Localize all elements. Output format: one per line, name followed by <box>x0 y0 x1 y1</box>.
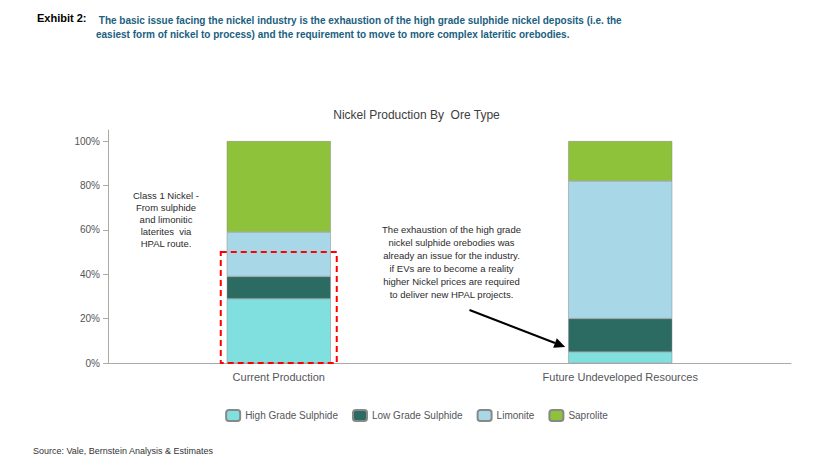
svg-text:Saprolite: Saprolite <box>568 410 608 421</box>
svg-text:20%: 20% <box>80 313 100 324</box>
svg-text:60%: 60% <box>80 224 100 235</box>
svg-text:easiest form of nickel to proc: easiest form of nickel to process) and t… <box>96 29 570 40</box>
svg-text:From sulphide: From sulphide <box>136 202 196 213</box>
svg-text:nickel sulphide orebodies was: nickel sulphide orebodies was <box>388 237 514 248</box>
svg-text:0%: 0% <box>86 358 101 369</box>
svg-text:The exhaustion of the high gra: The exhaustion of the high grade <box>382 224 521 235</box>
svg-text:Class 1 Nickel -: Class 1 Nickel - <box>133 190 199 201</box>
svg-text:100%: 100% <box>74 136 100 147</box>
svg-text:and limonitic: and limonitic <box>140 214 193 225</box>
svg-text:80%: 80% <box>80 180 100 191</box>
svg-text:40%: 40% <box>80 269 100 280</box>
svg-text:Nickel Production By Ore Type: Nickel Production By Ore Type <box>333 108 500 122</box>
svg-text:already an issue for the indus: already an issue for the industry. <box>383 250 520 261</box>
svg-text:High Grade Sulphide: High Grade Sulphide <box>245 410 338 421</box>
svg-text:Limonite: Limonite <box>497 410 535 421</box>
svg-text:The basic issue facing the nic: The basic issue facing the nickel indust… <box>96 15 622 26</box>
svg-text:HPAL route.: HPAL route. <box>141 238 192 249</box>
svg-text:if EVs are to become a reality: if EVs are to become a reality <box>389 263 513 274</box>
svg-text:Exhibit 2:: Exhibit 2: <box>37 12 87 24</box>
svg-text:Source: Vale, Bernstein Analys: Source: Vale, Bernstein Analysis & Estim… <box>33 446 213 456</box>
svg-text:to deliver new HPAL projects.: to deliver new HPAL projects. <box>390 289 514 300</box>
svg-text:laterites via: laterites via <box>141 226 192 237</box>
svg-text:Current Production: Current Production <box>233 371 325 383</box>
svg-text:Future Undeveloped Resources: Future Undeveloped Resources <box>543 371 699 383</box>
svg-text:Low Grade Sulphide: Low Grade Sulphide <box>372 410 463 421</box>
svg-text:higher Nickel prices are requi: higher Nickel prices are required <box>383 276 520 287</box>
